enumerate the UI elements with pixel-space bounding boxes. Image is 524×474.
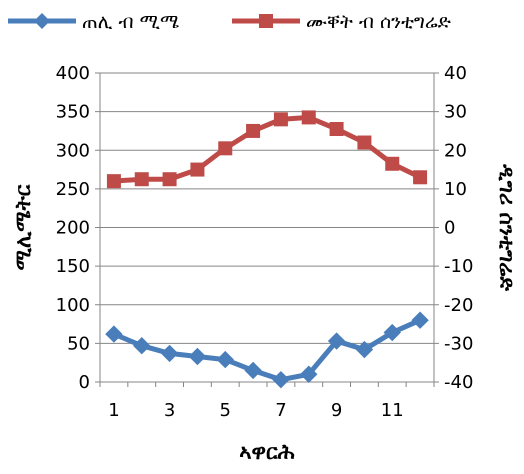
y-right-tick-label: -20	[444, 295, 473, 316]
y-right-tick-label: 0	[444, 218, 455, 239]
data-point-square	[273, 112, 288, 127]
series-group	[105, 110, 429, 389]
y-right-tick-label: -10	[444, 256, 473, 277]
y-left-tick-label: 400	[56, 63, 90, 84]
y-right-tick-label: 30	[444, 102, 467, 123]
data-point-diamond	[160, 344, 179, 363]
data-point-diamond	[105, 325, 123, 343]
y-right-tick-label: 10	[444, 179, 467, 200]
data-point-square	[106, 174, 121, 189]
data-point-diamond	[383, 323, 401, 342]
y-left-tick-label: 300	[56, 140, 90, 161]
data-point-diamond	[327, 332, 346, 350]
data-point-square	[413, 170, 428, 185]
data-point-square	[134, 172, 149, 187]
y-right-tick-label: -30	[444, 333, 473, 354]
y-left-tick-label: 0	[79, 372, 90, 393]
x-tick-label: 5	[220, 400, 231, 421]
data-point-square	[246, 123, 261, 138]
data-point-diamond	[188, 347, 207, 366]
y-left-tick-label: 150	[56, 256, 90, 277]
data-point-diamond	[244, 361, 262, 380]
x-axis-title: ኣዋርሕ	[239, 440, 295, 464]
y-axis-left-title: ሚሊሜትር	[11, 184, 35, 270]
y-left-tick-label: 100	[56, 295, 90, 316]
y-right-tick-label: -40	[444, 372, 473, 393]
legend-label-1: ጠሊ ብ ሚሜ	[82, 11, 179, 33]
data-point-diamond	[272, 370, 290, 389]
x-tick-label: 7	[275, 400, 286, 421]
data-point-square	[162, 172, 177, 187]
data-point-square	[301, 110, 316, 125]
data-point-diamond	[300, 365, 318, 383]
legend-label-2: ሙቐት ብ ሰንቲግሬድ	[306, 11, 451, 33]
y-left-tick-label: 50	[67, 333, 90, 354]
y-right-tick-label: 40	[444, 63, 467, 84]
legend-marker-diamond	[34, 13, 50, 29]
series-line-1	[112, 317, 422, 383]
legend-marker-square	[259, 14, 273, 28]
y-left-tick-label: 350	[56, 102, 90, 123]
data-point-diamond	[411, 311, 429, 329]
axes: 0 50 100 150 200 250 300 350 400 -40 -30 -20 -10 0 10 2…	[56, 63, 474, 421]
x-tick-label: 1	[108, 400, 119, 421]
data-point-diamond	[133, 336, 151, 355]
y-left-tick-label: 200	[56, 218, 90, 239]
data-point-square	[357, 135, 372, 150]
y-axis-right-title: ዲግሪ ሰንቲግሬድ	[495, 163, 519, 291]
data-point-diamond	[216, 350, 234, 369]
y-right-tick-label: 20	[444, 140, 467, 161]
legend: ጠሊ ብ ሚሜ ሙቐት ብ ሰንቲግሬድ	[8, 11, 451, 33]
data-point-square	[190, 162, 205, 177]
x-tick-label: 3	[164, 400, 175, 421]
series-line-2	[113, 114, 422, 184]
x-tick-label: 11	[381, 400, 404, 421]
data-point-square	[385, 156, 400, 171]
data-point-diamond	[355, 340, 374, 359]
y-left-tick-label: 250	[56, 179, 90, 200]
data-point-square	[218, 141, 233, 156]
x-tick-label: 9	[331, 400, 342, 421]
data-point-square	[329, 122, 344, 137]
